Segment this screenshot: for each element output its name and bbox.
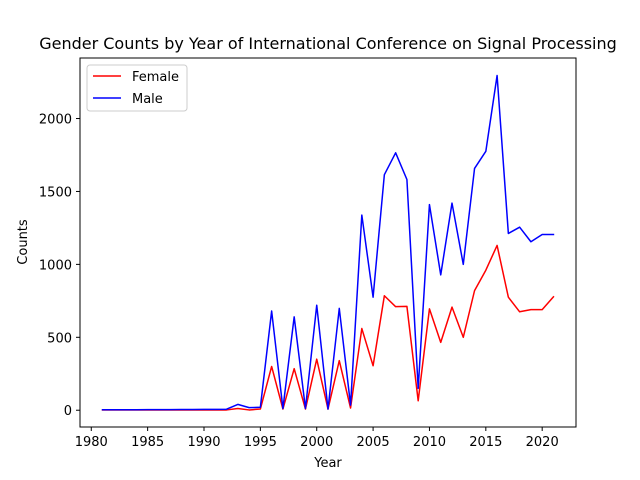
series-line-male — [101, 74, 555, 411]
x-tick-label: 1995 — [244, 435, 277, 450]
plot-lines — [101, 74, 555, 411]
y-tick-label: 1500 — [39, 185, 72, 200]
legend-label-male: Male — [132, 92, 163, 107]
y-axis: 0 500 1000 1500 2000 — [39, 113, 80, 419]
plot-area-frame — [79, 57, 577, 428]
x-axis: 1980 1985 1990 1995 2000 2005 2010 2015 2020 — [75, 427, 559, 450]
x-tick-label: 2000 — [300, 435, 333, 450]
y-tick-label: 0 — [64, 404, 72, 419]
x-tick-label: 2015 — [469, 435, 502, 450]
x-axis-label: Year — [313, 456, 342, 471]
y-tick-label: 500 — [47, 331, 72, 346]
y-axis-label: Counts — [16, 219, 31, 265]
y-tick-label: 2000 — [39, 113, 72, 128]
legend-label-female: Female — [132, 70, 179, 85]
x-tick-label: 1985 — [131, 435, 164, 450]
y-tick-label: 1000 — [39, 258, 72, 273]
legend: Female Male — [86, 64, 188, 112]
chart-title: Gender Counts by Year of International C… — [39, 34, 617, 53]
x-tick-label: 2020 — [526, 435, 559, 450]
x-tick-label: 2010 — [413, 435, 446, 450]
x-tick-label: 2005 — [357, 435, 390, 450]
x-tick-label: 1990 — [187, 435, 220, 450]
x-tick-label: 1980 — [75, 435, 108, 450]
